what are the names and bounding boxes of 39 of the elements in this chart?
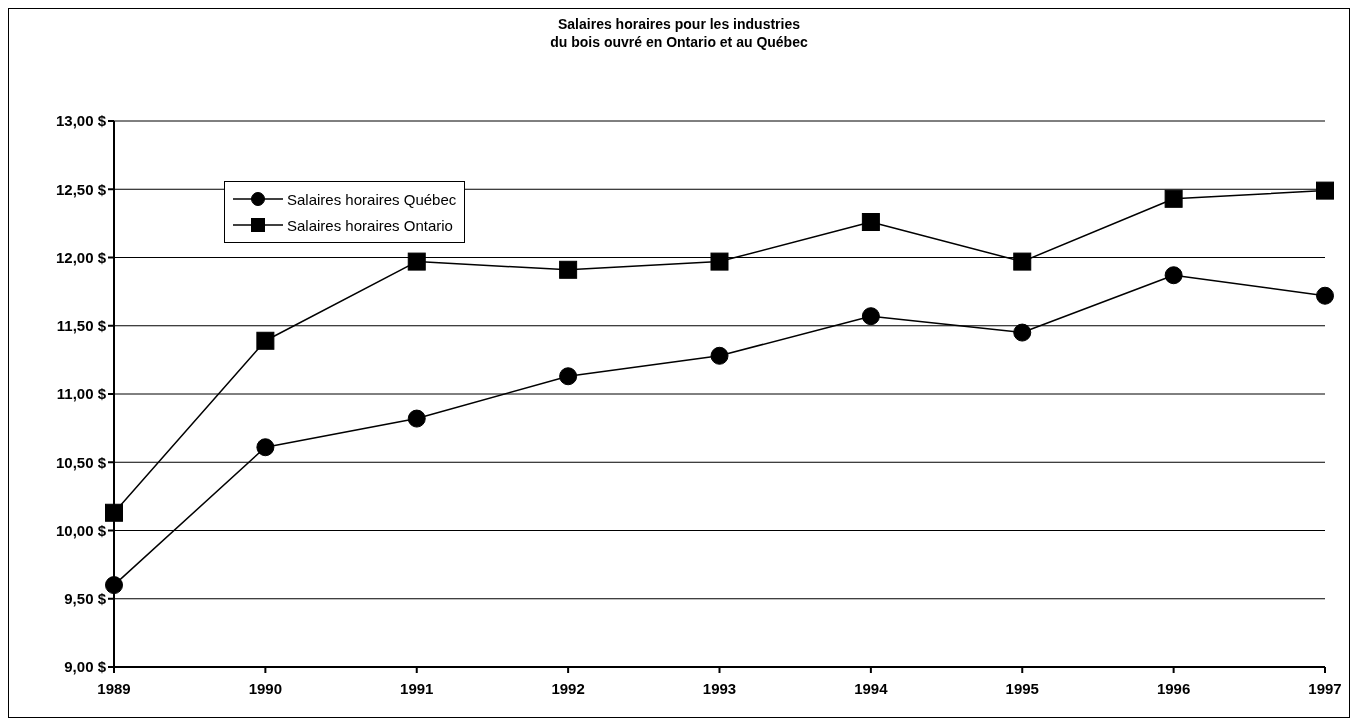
x-tick-label: 1991 — [400, 679, 434, 697]
point — [1013, 323, 1032, 342]
y-tick-label: 11,50 $ — [56, 317, 107, 335]
point — [559, 260, 578, 279]
point — [1316, 286, 1334, 305]
y-tick-label: 11,00 $ — [56, 385, 107, 403]
point — [256, 331, 275, 350]
point — [710, 346, 729, 365]
point — [710, 252, 729, 271]
y-tick-label: 13,00 $ — [55, 112, 107, 130]
point — [1164, 189, 1183, 208]
y-tick-label: 10,00 $ — [55, 521, 107, 539]
point — [407, 409, 426, 428]
point — [1316, 181, 1334, 200]
x-tick-label: 1995 — [1005, 679, 1039, 697]
x-tick-label: 1996 — [1156, 679, 1191, 697]
point — [861, 213, 880, 232]
x-tick-label: 1993 — [702, 679, 737, 697]
y-tick-label: 9,00 $ — [64, 658, 107, 676]
y-tick-label: 10,50 $ — [55, 453, 107, 471]
y-tick-label: 9,50 $ — [64, 590, 107, 608]
point — [105, 576, 123, 595]
legend-label: Salaires horaires Québec — [287, 190, 457, 208]
point — [559, 367, 578, 386]
x-tick-label: 1992 — [551, 679, 585, 697]
point — [1164, 266, 1183, 285]
legend-label: Salaires horaires Ontario — [287, 216, 453, 234]
point — [105, 503, 123, 522]
point — [407, 252, 426, 271]
y-tick-label: 12,00 $ — [55, 248, 107, 266]
x-tick-label: 1997 — [1308, 679, 1342, 697]
x-tick-label: 1990 — [248, 679, 283, 697]
x-tick-label: 1989 — [97, 679, 131, 697]
point — [1013, 252, 1032, 271]
point — [861, 307, 880, 326]
chart-title: Salaires horaires pour les industries du bois ouvré en Ontario et au Québec — [549, 15, 809, 51]
point — [256, 438, 275, 457]
y-tick-label: 12,50 $ — [55, 180, 107, 198]
x-tick-label: 1994 — [854, 679, 889, 697]
